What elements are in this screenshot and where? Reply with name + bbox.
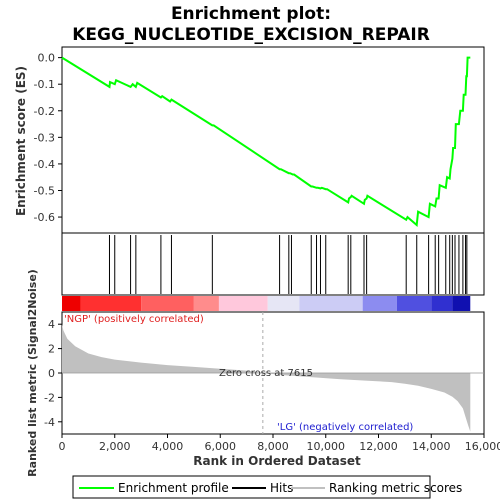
hits-panel [108,235,468,294]
positive-correlation-label: 'NGP' (positively correlated) [64,314,204,325]
x-axis: 0 2,000 4,000 6,000 8,000 10,000 12,000 14,000 1… [59,434,500,453]
color-bar-segment [431,296,453,311]
enrichment-profile-line [61,56,471,228]
x-tick-label: 8,000 [257,440,289,453]
es-y-tick-label: -0.1 [34,78,55,91]
es-panel: 0.0 -0.1 -0.2 -0.3 -0.4 -0.5 -0.6 [34,52,471,228]
x-axis-label: Rank in Ordered Dataset [193,454,361,468]
chart-title-line2: KEGG_NUCLEOTIDE_EXCISION_REPAIR [72,25,430,45]
x-tick-label: 4,000 [152,440,184,453]
hits-panel-frame [61,232,485,296]
x-tick-label: 16,000 [465,440,500,453]
metric-y-tick-label: -2 [44,391,55,404]
legend-label-enrichment: Enrichment profile [118,481,229,495]
color-bar-segment [362,296,397,311]
es-panel-frame [61,46,485,234]
es-y-tick-label: 0.0 [38,52,56,65]
color-bar-segment [80,296,142,311]
metric-panel: 4 2 0 -2 -4 'NGP' (positively correlated) Zero… [44,312,484,434]
legend-label-hits: Hits [270,481,293,495]
es-y-tick-label: -0.2 [34,105,55,118]
x-tick-label: 10,000 [307,440,346,453]
color-bar-segment [299,296,363,311]
x-tick-label: 6,000 [205,440,237,453]
color-bar-segment [141,296,194,311]
legend: Enrichment profile Hits Ranking metric s… [72,475,462,499]
x-tick-label: 14,000 [412,440,451,453]
color-bar-segment [62,296,81,311]
metric-y-axis-label: Ranked list metric (Signal2Noise) [26,269,39,477]
es-y-axis-label: Enrichment score (ES) [14,66,28,216]
x-tick-label: 2,000 [99,440,131,453]
es-y-tick-label: -0.4 [34,158,55,171]
zero-cross-label: Zero cross at 7615 [219,368,313,379]
metric-y-tick-label: -4 [44,416,55,429]
legend-label-ranking: Ranking metric scores [329,481,462,495]
color-bar-segment [193,296,219,311]
color-bar-segment [452,296,471,311]
es-y-tick-label: -0.6 [34,211,55,224]
ranking-color-bar [62,296,471,311]
metric-y-tick-label: 4 [48,318,55,331]
metric-y-tick-label: 0 [48,367,55,380]
color-bar-segment [218,296,268,311]
es-y-tick-label: -0.3 [34,131,55,144]
chart-title-line1: Enrichment plot: [171,4,331,24]
metric-y-tick-label: 2 [48,343,55,356]
x-tick-label: 0 [59,440,66,453]
ranking-metric-area [62,324,471,432]
color-bar-segment [267,296,300,311]
negative-correlation-label: 'LG' (negatively correlated) [277,422,413,433]
es-y-tick-label: -0.5 [34,184,55,197]
color-bar-segment [396,296,432,311]
x-tick-label: 12,000 [359,440,398,453]
